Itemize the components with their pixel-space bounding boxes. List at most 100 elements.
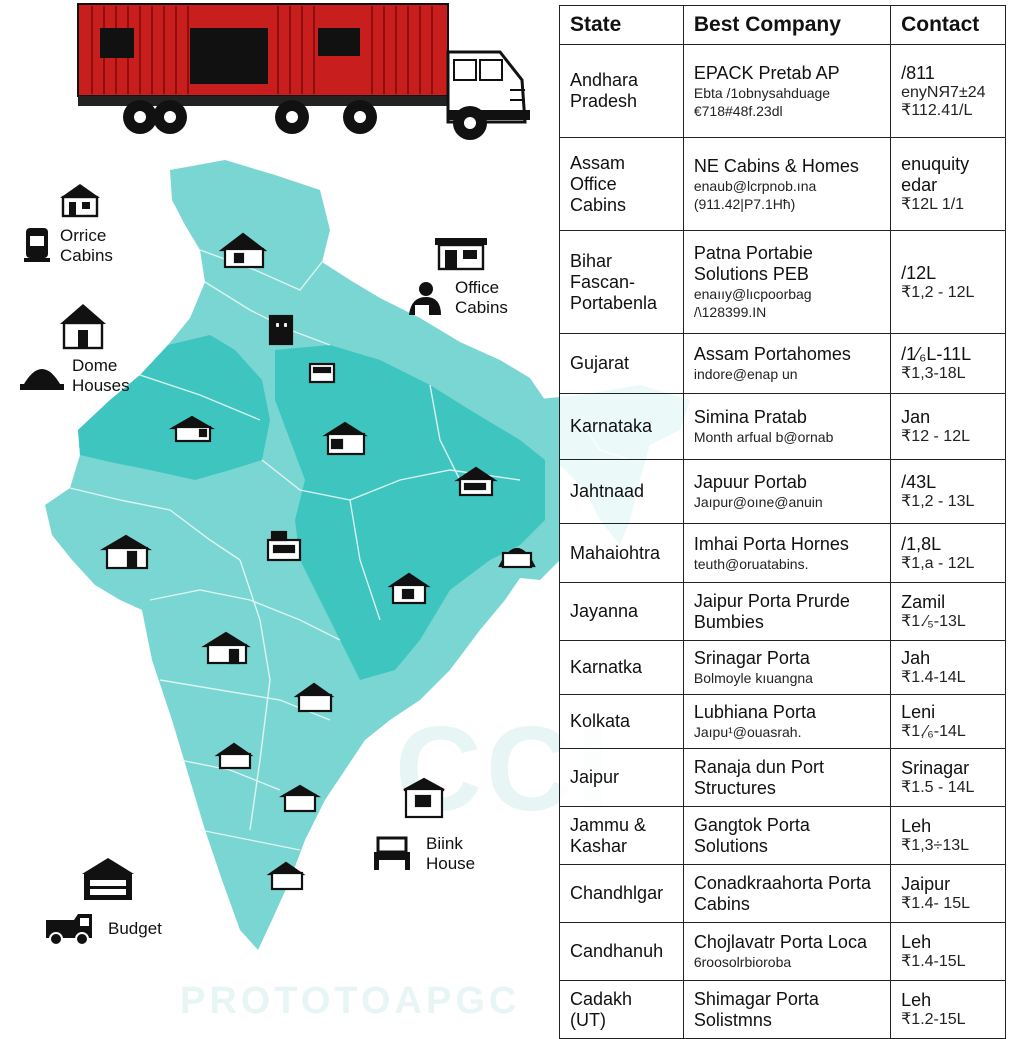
company-name: Ranaja dun Port Structures [693, 756, 824, 798]
office-worker-icon [409, 282, 441, 315]
table-row: Assam Office Cabins NE Cabins & Homes enau… [559, 137, 1006, 231]
company-name: Chojlavatr Porta Loca [693, 932, 867, 952]
house-icon [293, 682, 335, 713]
cell-contact: Jaipur ₹1.4- 15L [890, 864, 1006, 923]
company-table: State Best Company Contact Andhara Prade… [559, 5, 1006, 1039]
table-row: Jaipur Ranaja dun Port Structures Srinagar… [559, 748, 1006, 807]
contact-value: Leni [901, 702, 936, 722]
contact-price: ₹1,2 - 13L [901, 493, 975, 510]
cell-state: Mahaiohtra [559, 523, 684, 583]
table-body: Andhara Pradesh EPACK Pretab AP Ebta /1obn… [559, 44, 1006, 1039]
table-row: Bihar Fascan-Portabenla Patna Portabie So… [559, 230, 1006, 334]
company-detail: Bolmoyle kıuangna [693, 670, 813, 686]
legend-item-office-cabins: Orrice Cabins [22, 182, 113, 266]
contact-value: Jan [901, 407, 931, 427]
cell-contact: enuquity edar ₹12L 1/1 [890, 137, 1006, 231]
company-detail: Month arfual b@ornab [693, 429, 834, 445]
contact-price: ₹1,a - 12L [901, 554, 975, 572]
company-detail: enaub@lcrpnob.ına (911.42|P7.1Hħ) [693, 177, 817, 212]
cell-state: Karnatka [559, 640, 684, 695]
garage-icon [82, 858, 134, 900]
house-icon [322, 421, 368, 456]
table-header-row: State Best Company Contact [559, 5, 1006, 45]
cell-state: Jahtnaad [559, 459, 684, 524]
cell-contact: Srinagar ₹1.5 - 14L [890, 748, 1006, 807]
cell-company: Jaipur Porta Prurde Bumbies [682, 582, 892, 641]
company-name: Shimagar Porta Solistmns [693, 988, 819, 1030]
contact-value: /1⁄₆L-11L [901, 344, 972, 364]
company-name: Gangtok Porta Solutions [693, 814, 810, 856]
contact-price: ₹12 - 12L [901, 428, 970, 445]
contact-value: Leh [901, 816, 932, 836]
cell-contact: Leh ₹1.4-15L [890, 922, 1006, 981]
table-row: Andhara Pradesh EPACK Pretab AP Ebta /1obn… [559, 44, 1006, 138]
house-icon [278, 784, 322, 813]
company-name: Imhai Porta Hornes [693, 533, 849, 554]
contact-value: Jah [901, 648, 931, 668]
table-row: Candhanuh Chojlavatr Porta Loca 6roosolrbi… [559, 922, 1006, 981]
contact-price: ₹1.4-14L [901, 669, 966, 686]
contact-price: ₹1.⁄₅-13L [901, 613, 966, 630]
table-row: Jahtnaad Japuur Portab Jaıpur@oıne@anuin/4… [559, 459, 1006, 524]
company-detail: teuth@oruatabins. [693, 555, 809, 572]
cell-contact: Leh ₹1.2-15L [890, 980, 1006, 1039]
cell-company: Japuur Portab Jaıpur@oıne@anuin [682, 459, 892, 524]
contact-price: ₹1.4-15L [901, 953, 966, 970]
house-icon [387, 572, 431, 605]
cell-company: Assam Portahomes indore@enap un [682, 333, 892, 394]
watermark-text: PROTOTOAPGC [180, 980, 521, 1022]
cell-state: Assam Office Cabins [559, 137, 684, 231]
cell-company: Patna Portabie Solutions PEB enaııy@lıcpo… [682, 230, 892, 334]
company-name: Conadkraahorta Porta Cabins [693, 872, 871, 914]
budget-van-icon [46, 914, 92, 946]
contact-price: ₹1,3÷13L [901, 837, 970, 854]
contact-value: /1,8L [901, 533, 942, 554]
contact-value: Zamil [901, 592, 946, 612]
contact-price: ₹1.5 - 14L [901, 779, 975, 796]
contact-value: /811 [901, 62, 935, 83]
cell-contact: Zamil ₹1.⁄₅-13L [890, 582, 1006, 641]
cell-company: EPACK Pretab AP Ebta /1obnysahduage €718#… [682, 44, 892, 138]
cell-state: Jaipur [559, 748, 684, 807]
legend-label: Biink House [426, 834, 476, 873]
cell-state: Chandhlgar [559, 864, 684, 923]
company-detail: Jaıpu¹@ouasrah. [693, 724, 802, 740]
company-detail: enaııy@lıcpoorbag /\128399.IN [693, 286, 812, 320]
table-row: Jayanna Jaipur Porta Prurde Bumbies Zamil ₹… [559, 582, 1006, 641]
table-row: Cadakh (UT) Shimagar Porta Solistmns Leh ₹1… [559, 980, 1006, 1039]
cell-state: Kolkata [559, 694, 684, 749]
legend-item-office-cabins-right: Office Cabins [405, 236, 508, 318]
table-row: Jammu & Kashar Gangtok Porta Solutions Leh… [559, 806, 1006, 865]
cell-company: Lubhiana Porta Jaıpu¹@ouasrah. [682, 694, 892, 749]
contact-value: Leh [901, 990, 932, 1010]
contact-price: enyNЯ7±24 ₹112.41/L [901, 83, 986, 119]
cabin-house-icon [60, 304, 106, 350]
table-row: Mahaiohtra Imhai Porta Hornes teuth@oruata… [559, 523, 1006, 583]
company-name: Srinagar Porta [693, 648, 810, 668]
kiosk-cabin-icon [435, 238, 487, 271]
contact-price: ₹1,⁄₆-14L [901, 723, 966, 740]
house-icon [168, 415, 216, 443]
map-region-dark-north [78, 335, 270, 480]
cell-company: Ranaja dun Port Structures [682, 748, 892, 807]
house-icon [403, 777, 445, 819]
legend-label: Budget [108, 919, 162, 938]
cell-contact: /12L ₹1,2 - 12L [890, 230, 1006, 334]
contact-price: ₹1,3-18L [901, 365, 966, 382]
company-detail: 6roosolrbioroba [693, 954, 792, 970]
table-row: Karnatka Srinagar Porta Bolmoyle kıuangna J… [559, 640, 1006, 695]
table-row: Gujarat Assam Portahomes indore@enap un/1⁄… [559, 333, 1006, 394]
house-icon [99, 534, 153, 570]
legend-item-dome-houses: Dome Houses [20, 302, 130, 396]
contact-price: ₹1.2-15L [901, 1011, 966, 1028]
house-icon [214, 742, 254, 770]
building-icon [308, 362, 336, 384]
company-name: Assam Portahomes [693, 344, 851, 364]
dome-house-icon [20, 369, 64, 390]
cell-contact: /1,8L ₹1,a - 12L [890, 523, 1006, 583]
table-row: Chandhlgar Conadkraahorta Porta Cabins Jai… [559, 864, 1006, 923]
contact-price: ₹12L 1/1 [901, 196, 965, 213]
legend-item-bunk-house: Biink House [372, 834, 475, 874]
legend-item-budget: Budget [44, 912, 162, 946]
